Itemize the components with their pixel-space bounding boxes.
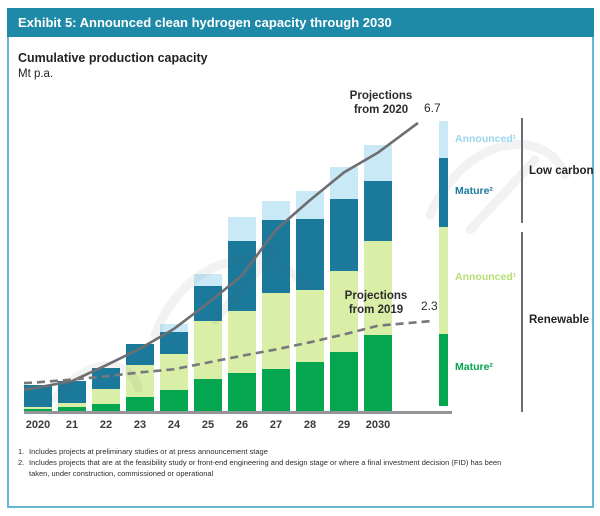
x-axis-label-27: 27 [269, 419, 283, 431]
bar-23 [126, 343, 154, 411]
bar-21 [58, 380, 86, 411]
bar-28 [296, 190, 324, 411]
bar-29-rw_mature [330, 352, 358, 411]
x-axis-label-21: 21 [65, 419, 79, 431]
bar-25-lc_announced [194, 273, 222, 287]
bar-2030-lc_mature [364, 180, 392, 242]
chart-unit-label: Mt p.a. [18, 68, 54, 80]
legend-strip-low-carbon-mature [439, 158, 448, 227]
bar-24 [160, 323, 188, 411]
legend-label-low-carbon-announced: Announced¹ [455, 133, 517, 145]
projection-line-proj2019 [23, 319, 434, 385]
legend-label-low-carbon-mature: Mature² [455, 185, 493, 197]
x-axis-line [24, 411, 452, 414]
bar-28-rw_mature [296, 362, 324, 411]
x-axis-label-29: 29 [337, 419, 351, 431]
bar-29 [330, 167, 358, 411]
bar-21-rw_announced [58, 403, 86, 407]
legend-strip-low-carbon-announced [439, 121, 448, 158]
bar-2020 [24, 385, 52, 411]
bar-22-rw_mature [92, 403, 120, 411]
footnote-2: 2. Includes projects that are at the fea… [18, 457, 510, 479]
bar-21-lc_mature [58, 380, 86, 404]
bar-21-rw_mature [58, 406, 86, 411]
x-axis-label-2020: 2020 [25, 419, 51, 431]
bar-27-lc_announced [262, 200, 290, 220]
bar-27-rw_mature [262, 369, 290, 411]
bar-23-rw_announced [126, 365, 154, 398]
footnote-1-text: Includes projects at preliminary studies… [29, 447, 268, 456]
legend-strip [439, 121, 448, 406]
bar-2030 [364, 145, 392, 411]
bar-24-rw_mature [160, 389, 188, 411]
bar-28-lc_announced [296, 190, 324, 219]
legend-group-low-carbon: Low carbon [529, 165, 594, 177]
bar-23-lc_mature [126, 343, 154, 366]
exhibit-header: Exhibit 5: Announced clean hydrogen capa… [7, 8, 594, 37]
x-axis-label-2030: 2030 [365, 419, 391, 431]
bar-28-rw_announced [296, 289, 324, 363]
bar-22-rw_announced [92, 388, 120, 404]
x-axis-label-26: 26 [235, 419, 249, 431]
legend-bracket-renewable [521, 232, 523, 412]
bar-25-rw_announced [194, 320, 222, 379]
x-axis-label-22: 22 [99, 419, 113, 431]
bar-26-lc_announced [228, 216, 256, 241]
bar-2020-rw_mature [24, 408, 52, 411]
footnotes: 1. Includes projects at preliminary stud… [18, 446, 510, 479]
footnote-2-marker: 2. [18, 458, 25, 467]
bar-27 [262, 200, 290, 411]
footnote-1-marker: 1. [18, 447, 25, 456]
legend-bracket-low-carbon [521, 118, 523, 223]
bar-22-lc_mature [92, 368, 120, 389]
legend-label-renewable-announced: Announced¹ [455, 271, 517, 283]
bar-22 [92, 368, 120, 411]
bar-26-rw_mature [228, 372, 256, 411]
projection-2020-value: 6.7 [424, 101, 441, 115]
bar-25-rw_mature [194, 378, 222, 411]
projection-line-proj2020 [23, 121, 419, 392]
bar-2020-lc_mature [24, 385, 52, 408]
bar-2030-rw_announced [364, 241, 392, 335]
bar-24-rw_announced [160, 354, 188, 390]
legend-strip-renewable-mature [439, 334, 448, 406]
bar-26-rw_announced [228, 310, 256, 373]
bar-24-lc_mature [160, 331, 188, 355]
x-axis-label-25: 25 [201, 419, 215, 431]
x-axis-label-23: 23 [133, 419, 147, 431]
projection-2019-value: 2.3 [421, 299, 438, 313]
bar-23-rw_mature [126, 397, 154, 411]
x-axis-label-24: 24 [167, 419, 181, 431]
bar-29-rw_announced [330, 270, 358, 353]
bar-2030-rw_mature [364, 334, 392, 411]
bar-29-lc_mature [330, 199, 358, 271]
projection-2019-label: Projections from 2019 [344, 290, 408, 316]
footnote-2-text: Includes projects that are at the feasib… [29, 458, 502, 478]
x-axis-label-28: 28 [303, 419, 317, 431]
chart-title: Cumulative production capacity [18, 51, 208, 65]
legend-label-renewable-mature: Mature² [455, 361, 493, 373]
bar-2020-rw_announced [24, 407, 52, 409]
exhibit-title: Exhibit 5: Announced clean hydrogen capa… [18, 15, 392, 30]
legend-strip-renewable-announced [439, 227, 448, 334]
projection-2020-label: Projections from 2020 [349, 90, 413, 116]
legend-group-renewable: Renewable [529, 314, 590, 326]
bar-28-lc_mature [296, 218, 324, 290]
bar-27-rw_announced [262, 292, 290, 369]
footnote-1: 1. Includes projects at preliminary stud… [18, 446, 510, 457]
